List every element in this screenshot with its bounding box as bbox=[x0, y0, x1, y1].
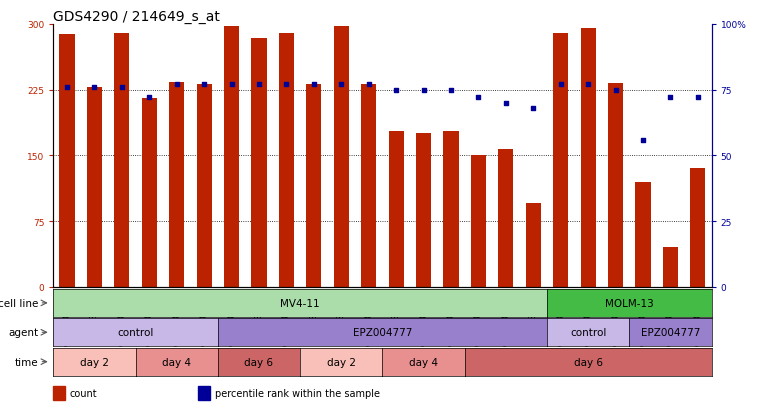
Bar bbox=[444, 131, 459, 287]
Point bbox=[335, 82, 347, 88]
Bar bbox=[279, 34, 294, 287]
Point bbox=[555, 82, 567, 88]
Text: EPZ004777: EPZ004777 bbox=[352, 328, 412, 337]
Bar bbox=[114, 33, 129, 287]
Bar bbox=[553, 34, 568, 287]
Bar bbox=[198, 386, 210, 400]
Text: MV4-11: MV4-11 bbox=[280, 298, 320, 308]
Bar bbox=[59, 35, 75, 287]
Bar bbox=[498, 150, 514, 287]
Bar bbox=[471, 156, 486, 287]
Point bbox=[500, 100, 512, 107]
Bar bbox=[581, 29, 596, 287]
Text: time: time bbox=[14, 357, 38, 367]
Point bbox=[637, 137, 649, 143]
Bar bbox=[389, 131, 403, 287]
Text: control: control bbox=[117, 328, 154, 337]
Bar bbox=[690, 169, 705, 287]
Point bbox=[170, 82, 183, 88]
Bar bbox=[53, 386, 65, 400]
Text: percentile rank within the sample: percentile rank within the sample bbox=[215, 388, 380, 398]
Bar bbox=[334, 26, 349, 287]
Bar bbox=[306, 85, 321, 287]
Point bbox=[362, 82, 374, 88]
Bar bbox=[416, 134, 431, 287]
Point bbox=[225, 82, 237, 88]
Point bbox=[116, 84, 128, 91]
Bar bbox=[224, 26, 239, 287]
Text: cell line: cell line bbox=[0, 298, 38, 308]
Point bbox=[307, 82, 320, 88]
Point bbox=[198, 82, 210, 88]
Text: day 4: day 4 bbox=[162, 357, 191, 367]
Text: count: count bbox=[70, 388, 97, 398]
Bar bbox=[526, 204, 541, 287]
Bar bbox=[196, 85, 212, 287]
Point bbox=[390, 87, 403, 94]
Text: day 6: day 6 bbox=[574, 357, 603, 367]
Bar bbox=[608, 83, 623, 287]
Text: MOLM-13: MOLM-13 bbox=[605, 298, 654, 308]
Text: day 2: day 2 bbox=[326, 357, 355, 367]
Point bbox=[582, 82, 594, 88]
Text: GDS4290 / 214649_s_at: GDS4290 / 214649_s_at bbox=[53, 10, 220, 24]
Bar bbox=[635, 182, 651, 287]
Text: day 4: day 4 bbox=[409, 357, 438, 367]
Point bbox=[445, 87, 457, 94]
Point bbox=[280, 82, 292, 88]
Point bbox=[527, 105, 540, 112]
Bar bbox=[663, 248, 678, 287]
Bar bbox=[87, 88, 102, 287]
Point bbox=[418, 87, 430, 94]
Text: EPZ004777: EPZ004777 bbox=[641, 328, 700, 337]
Bar bbox=[142, 99, 157, 287]
Bar bbox=[251, 39, 266, 287]
Point bbox=[610, 87, 622, 94]
Point bbox=[88, 84, 100, 91]
Point bbox=[143, 95, 155, 102]
Point bbox=[473, 95, 485, 102]
Bar bbox=[361, 85, 376, 287]
Text: agent: agent bbox=[8, 328, 38, 337]
Point bbox=[253, 82, 265, 88]
Text: day 2: day 2 bbox=[80, 357, 109, 367]
Point bbox=[61, 84, 73, 91]
Text: day 6: day 6 bbox=[244, 357, 273, 367]
Point bbox=[664, 95, 677, 102]
Text: control: control bbox=[570, 328, 607, 337]
Point bbox=[692, 95, 704, 102]
Bar bbox=[169, 83, 184, 287]
